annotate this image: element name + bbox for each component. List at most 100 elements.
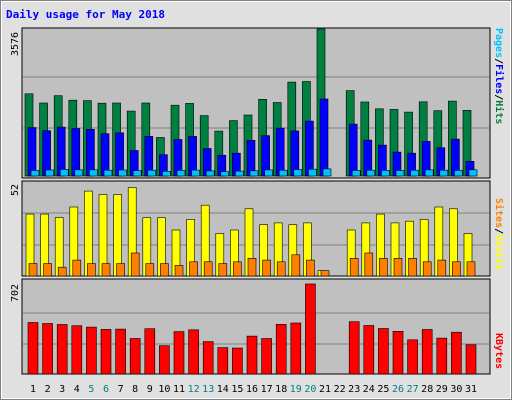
x-tick-label: 10 <box>158 384 170 395</box>
legend-kbytes: KBytes <box>493 333 504 369</box>
bar-kbytes-day-17 <box>261 338 272 375</box>
bar-sites-day-14 <box>218 263 228 277</box>
legend-label-pages: Pages <box>493 28 504 58</box>
bar-kbytes-day-2 <box>42 323 53 375</box>
x-tick-label: 3 <box>59 384 65 395</box>
bar-sites-day-26 <box>393 257 403 277</box>
bar-sites-day-30 <box>452 261 461 277</box>
legend-label-hits: Hits <box>493 100 505 124</box>
bar-kbytes-day-13 <box>202 341 214 375</box>
legend-hits-files-pages: Pages/Files/Hits <box>493 28 505 124</box>
bar-sites-day-4 <box>72 259 82 277</box>
bar-kbytes-day-11 <box>173 331 185 375</box>
bar-sites-day-31 <box>466 261 476 277</box>
legend-label-kbytes: KBytes <box>493 333 504 369</box>
bar-pages-day-14 <box>220 171 230 177</box>
x-axis-ticks: 1 2 3 4 5 6 7 8 9 10 11 12 13 14 15 16 17 18 19 20 21 22 23 24 2… <box>30 384 477 395</box>
x-tick-label: 1 <box>30 384 36 395</box>
x-tick-label: 7 <box>118 384 124 395</box>
x-tick-label: 23 <box>348 384 360 395</box>
bar-kbytes-day-8 <box>129 338 141 375</box>
x-tick-label: 26 <box>392 384 404 395</box>
bar-sites-day-1 <box>28 263 38 277</box>
x-tick-label: 11 <box>173 384 185 395</box>
bar-kbytes-day-5 <box>86 326 97 375</box>
bar-kbytes-day-28 <box>421 329 433 375</box>
bar-pages-day-8 <box>132 170 142 177</box>
svg-text:KBytes: KBytes <box>493 333 504 369</box>
bar-sites-day-20 <box>306 259 315 277</box>
x-tick-label: 31 <box>465 384 477 395</box>
bar-kbytes-day-26 <box>392 330 404 375</box>
bar-kbytes-day-29 <box>436 337 448 375</box>
bar-kbytes-day-4 <box>71 325 83 375</box>
bar-pages-day-6 <box>103 169 113 177</box>
bar-files-day-3 <box>56 126 66 177</box>
bar-pages-day-18 <box>278 169 288 177</box>
ytick-max-visits: 52 <box>10 184 21 196</box>
x-tick-label: 22 <box>334 384 346 395</box>
legend-label-sites: Sites <box>493 198 505 228</box>
bar-sites-day-16 <box>247 257 257 277</box>
x-tick-label: 25 <box>377 384 389 395</box>
x-tick-label: 16 <box>246 384 258 395</box>
bar-kbytes-day-3 <box>56 324 68 375</box>
x-tick-label: 18 <box>275 384 287 395</box>
x-tick-label: 6 <box>103 384 109 395</box>
bar-pages-day-12 <box>191 169 200 177</box>
bar-pages-day-2 <box>45 169 54 177</box>
bar-kbytes-day-23 <box>348 321 360 375</box>
bar-sites-day-23 <box>349 257 359 277</box>
bar-kbytes-day-27 <box>407 339 418 375</box>
bar-files-day-1 <box>27 127 37 177</box>
bar-sites-day-25 <box>379 257 388 277</box>
bar-kbytes-day-9 <box>144 328 156 375</box>
x-tick-label: 24 <box>363 384 375 395</box>
bar-kbytes-day-7 <box>115 328 126 375</box>
bar-pages-day-4 <box>74 169 84 177</box>
bar-pages-day-25 <box>381 170 390 177</box>
svg-text:Pages/Files/Hits: Pages/Files/Hits <box>493 28 505 124</box>
bar-pages-day-28 <box>424 169 434 177</box>
legend-label-files: Files <box>493 64 505 94</box>
bar-kbytes-day-12 <box>188 329 199 375</box>
bar-pages-day-9 <box>147 169 157 177</box>
x-tick-label: 2 <box>45 384 51 395</box>
bar-sites-day-7 <box>116 263 125 277</box>
x-tick-label: 19 <box>290 384 302 395</box>
bar-kbytes-day-10 <box>159 345 170 375</box>
bar-sites-day-6 <box>101 263 111 277</box>
bar-files-day-6 <box>100 133 110 177</box>
bar-pages-day-11 <box>176 170 186 177</box>
bar-kbytes-day-30 <box>451 331 462 375</box>
bar-kbytes-day-18 <box>275 323 287 375</box>
bar-pages-day-5 <box>89 169 98 177</box>
bar-sites-day-8 <box>130 252 140 277</box>
x-tick-label: 5 <box>88 384 94 395</box>
bar-pages-day-1 <box>30 170 40 177</box>
bar-sites-day-21 <box>320 270 330 277</box>
x-tick-label: 28 <box>421 384 433 395</box>
bar-kbytes-day-6 <box>100 329 112 375</box>
bar-pages-day-19 <box>293 169 303 177</box>
legend-label-visits: Visits <box>493 234 505 270</box>
bar-pages-day-27 <box>410 169 419 177</box>
x-tick-label: 9 <box>147 384 153 395</box>
bar-pages-day-7 <box>118 169 127 177</box>
bar-pages-day-26 <box>395 170 405 177</box>
bar-files-day-18 <box>275 127 285 177</box>
bar-files-day-5 <box>86 129 95 177</box>
bar-pages-day-29 <box>439 169 449 177</box>
bar-sites-day-13 <box>203 261 213 277</box>
bar-pages-day-30 <box>454 170 463 177</box>
ytick-max-kbytes: 702 <box>10 284 21 302</box>
bar-sites-day-5 <box>87 263 96 277</box>
bar-pages-day-13 <box>205 170 215 177</box>
bar-pages-day-23 <box>351 170 361 177</box>
bar-kbytes-day-1 <box>27 322 39 375</box>
bar-pages-day-21 <box>322 168 332 177</box>
bar-kbytes-day-24 <box>363 325 375 375</box>
x-tick-label: 27 <box>407 384 419 395</box>
x-tick-label: 29 <box>436 384 448 395</box>
